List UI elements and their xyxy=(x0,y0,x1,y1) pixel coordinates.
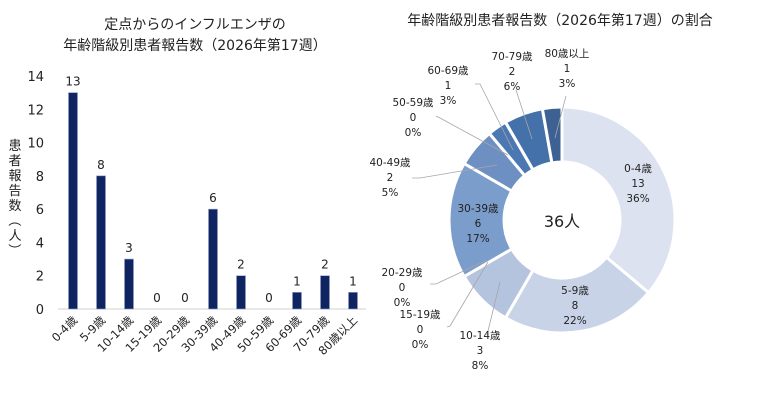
pie-label-percent: 17% xyxy=(466,233,489,245)
bar xyxy=(320,275,330,310)
leader-line xyxy=(435,115,509,156)
y-axis-label-char: ） xyxy=(6,243,21,256)
x-tick-label: 0-4歳 xyxy=(49,313,81,345)
pie-label-percent: 3% xyxy=(559,78,576,90)
pie-label-category: 20-29歳 xyxy=(381,267,423,279)
pie-label-value: 2 xyxy=(387,172,394,184)
bar-data-label: 0 xyxy=(181,291,189,305)
bar-data-label: 0 xyxy=(153,291,161,305)
bar xyxy=(236,275,246,310)
pie-label-percent: 8% xyxy=(472,360,489,372)
y-axis-label: 患者報告数（ 人） xyxy=(6,139,22,257)
leader-line xyxy=(515,89,533,140)
y-tick-label: 8 xyxy=(36,170,44,185)
pie-label-category: 80歳以上 xyxy=(545,48,590,60)
pie-label-percent: 6% xyxy=(504,81,521,93)
bar-chart-title-line2: 年齢階級別患者報告数（2026年第17週） xyxy=(63,37,326,54)
pie-label-category: 30-39歳 xyxy=(457,203,499,215)
y-axis-label-char: 人 xyxy=(8,229,21,244)
y-tick-label: 10 xyxy=(27,137,44,152)
bar xyxy=(124,258,134,310)
y-tick-label: 6 xyxy=(36,203,44,218)
pie-label-category: 5-9歳 xyxy=(561,285,589,297)
pie-label-category: 60-69歳 xyxy=(427,65,469,77)
bar xyxy=(68,92,78,310)
pie-label-category: 0-4歳 xyxy=(624,163,652,175)
y-tick-label: 2 xyxy=(36,270,44,285)
pie-label-percent: 0% xyxy=(412,339,429,351)
donut-slice xyxy=(560,105,677,295)
bar-data-label: 13 xyxy=(65,75,80,89)
pie-label-category: 40-49歳 xyxy=(369,157,411,169)
bar xyxy=(348,292,358,310)
pie-label-value: 0 xyxy=(399,282,406,294)
bar xyxy=(96,175,106,310)
bar-data-label: 2 xyxy=(237,258,245,272)
pie-label-percent: 0% xyxy=(394,297,411,309)
pie-center-label: 36人 xyxy=(544,212,580,231)
leader-line xyxy=(486,281,501,336)
y-tick-label: 0 xyxy=(36,303,44,318)
pie-label-category: 50-59歳 xyxy=(392,97,434,109)
bar-data-label: 8 xyxy=(97,158,105,172)
y-axis-label-char: 告 xyxy=(8,184,21,199)
leader-line xyxy=(430,259,488,285)
pie-label-percent: 5% xyxy=(382,187,399,199)
y-axis-label-char: （ xyxy=(6,213,21,226)
y-axis-label-char: 報 xyxy=(8,169,21,184)
leader-line xyxy=(412,164,498,179)
pie-label-value: 2 xyxy=(509,66,516,78)
y-tick-label: 4 xyxy=(36,236,44,251)
pie-label-category: 15-19歳 xyxy=(399,309,441,321)
leader-line xyxy=(554,95,567,139)
pie-label-value: 0 xyxy=(417,324,424,336)
pie-label-value: 6 xyxy=(475,218,482,230)
leader-line xyxy=(475,83,514,151)
bar-data-label: 3 xyxy=(125,241,133,255)
pie-label-category: 70-79歳 xyxy=(491,51,533,63)
pie-label-value: 1 xyxy=(564,63,571,75)
pie-label-value: 1 xyxy=(445,80,452,92)
pie-chart: 0-4歳 13 36% 5-9歳 8 22% 10-14歳 3 8% 15-19歳 0 0% 20-29… xyxy=(369,48,677,372)
donut-slice xyxy=(540,105,564,165)
pie-label-percent: 3% xyxy=(440,95,457,107)
leader-line xyxy=(446,261,489,328)
bar-data-label: 1 xyxy=(293,274,301,288)
bar xyxy=(292,292,302,310)
bar-data-label: 0 xyxy=(265,291,273,305)
y-axis-label-char: 患 xyxy=(8,139,21,154)
pie-label-percent: 22% xyxy=(563,315,586,327)
pie-label-value: 3 xyxy=(477,345,484,357)
bar-data-label: 6 xyxy=(209,191,217,205)
pie-label-category: 10-14歳 xyxy=(459,330,501,342)
pie-label-value: 0 xyxy=(410,112,417,124)
bar-data-label: 1 xyxy=(349,274,357,288)
bar xyxy=(208,208,218,310)
bar-data-label: 2 xyxy=(321,258,329,272)
pie-chart-title: 年齢階級別患者報告数（2026年第17週）の割合 xyxy=(407,12,712,29)
pie-label-percent: 36% xyxy=(626,193,649,205)
pie-label-value: 8 xyxy=(572,300,579,312)
y-tick-label: 14 xyxy=(27,70,44,85)
y-axis-label-char: 数 xyxy=(8,199,21,214)
y-tick-label: 12 xyxy=(27,103,44,118)
bar-chart-title-line1: 定点からのインフルエンザの xyxy=(104,17,286,33)
donut-slice xyxy=(503,255,651,335)
pie-label-percent: 0% xyxy=(405,127,422,139)
pie-label-value: 13 xyxy=(631,178,644,190)
y-axis-label-char: 者 xyxy=(8,154,21,169)
